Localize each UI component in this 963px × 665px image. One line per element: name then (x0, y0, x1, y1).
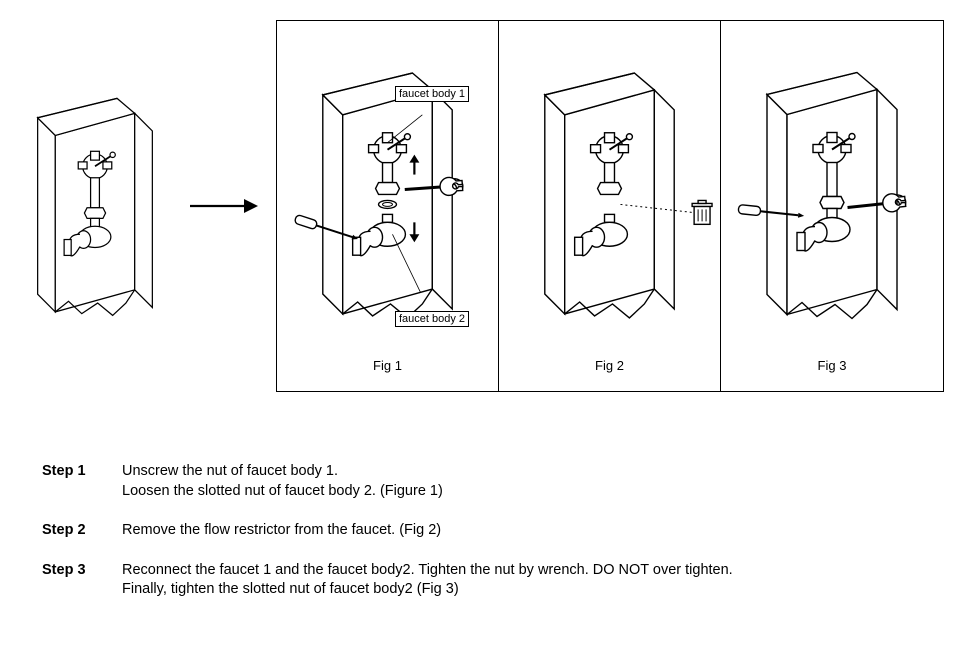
step-row: Step 1 Unscrew the nut of faucet body 1.… (42, 462, 943, 501)
callout-faucet-body-2: faucet body 2 (395, 311, 469, 327)
step-row: Step 2 Remove the flow restrictor from t… (42, 521, 943, 541)
panel-fig3: Fig 3 (721, 21, 943, 391)
fig2-caption: Fig 2 (595, 358, 624, 391)
panel-fig1: faucet body 1 faucet body 2 Fig 1 (277, 21, 499, 391)
fig1-caption: Fig 1 (373, 358, 402, 391)
step-row: Step 3 Reconnect the faucet 1 and the fa… (42, 561, 943, 600)
fig3-caption: Fig 3 (818, 358, 847, 391)
figure-panels: faucet body 1 faucet body 2 Fig 1 Fig 2 (276, 20, 944, 392)
instruction-steps: Step 1 Unscrew the nut of faucet body 1.… (42, 462, 943, 600)
connector-arrow (188, 196, 258, 216)
step-text: Remove the flow restrictor from the fauc… (122, 521, 441, 541)
panel-fig2: Fig 2 (499, 21, 721, 391)
callout-faucet-body-1: faucet body 1 (395, 86, 469, 102)
step-label: Step 3 (42, 561, 122, 600)
intro-diagram (20, 66, 170, 346)
diagram-row: faucet body 1 faucet body 2 Fig 1 Fig 2 (20, 20, 943, 392)
step-label: Step 2 (42, 521, 122, 541)
step-text: Reconnect the faucet 1 and the faucet bo… (122, 561, 733, 600)
step-text: Unscrew the nut of faucet body 1.Loosen … (122, 462, 443, 501)
step-label: Step 1 (42, 462, 122, 501)
